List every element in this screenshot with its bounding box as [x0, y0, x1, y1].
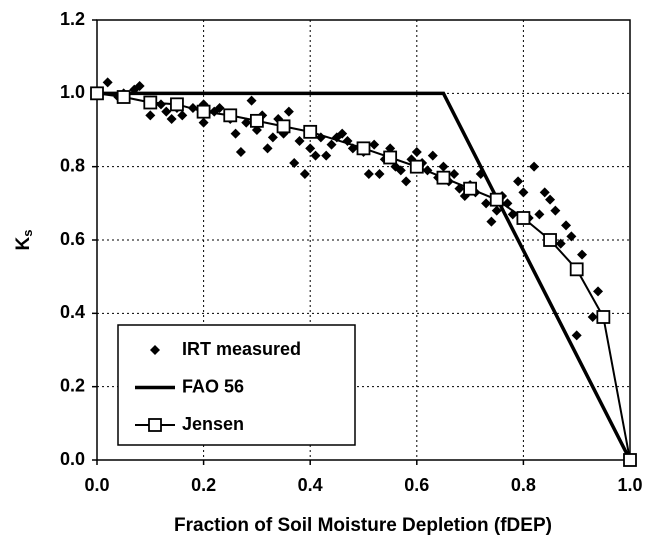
x-tick-label: 1.0 — [617, 475, 642, 495]
x-axis-title: Fraction of Soil Moisture Depletion (fDE… — [174, 515, 552, 536]
scatter-point — [401, 176, 412, 187]
y-tick-label: 1.2 — [60, 9, 85, 29]
y-axis-title-main: K — [13, 236, 34, 250]
scatter-point — [166, 114, 177, 124]
x-tick-label: 0.0 — [84, 475, 109, 495]
y-tick-label: 0.6 — [60, 229, 85, 249]
scatter-point — [395, 165, 406, 176]
line — [97, 91, 632, 461]
scatter-point — [235, 147, 246, 157]
scatter-point — [198, 117, 209, 128]
scatter-point — [262, 143, 273, 154]
scatter-point — [283, 106, 294, 117]
line-marker — [249, 113, 264, 128]
scatter-point — [289, 158, 300, 168]
scatter-point — [587, 312, 598, 322]
line-marker — [143, 95, 158, 110]
scatter-point — [246, 95, 257, 106]
scatter-point — [566, 231, 577, 242]
scatter-point — [481, 198, 492, 209]
scatter-point — [411, 147, 422, 157]
line-marker — [436, 170, 451, 185]
scatter-point — [214, 103, 225, 113]
plot-border — [96, 19, 631, 461]
line-marker — [596, 310, 611, 324]
line-marker — [623, 453, 637, 467]
line-marker — [170, 97, 184, 112]
line-marker — [90, 86, 104, 101]
line-marker — [356, 141, 371, 156]
y-tick-label: 0.2 — [60, 375, 85, 395]
line-marker — [569, 262, 584, 277]
line-marker — [116, 90, 131, 104]
scatter-point — [539, 187, 550, 198]
scatter-point — [529, 161, 540, 172]
scatter-point — [518, 187, 529, 198]
scatter-point — [299, 169, 310, 179]
scatter-point — [267, 132, 278, 143]
scatter-point — [438, 161, 449, 172]
y-tick-label: 0.0 — [60, 449, 85, 469]
y-tick-label: 1.0 — [60, 82, 85, 102]
y-axis-title: Ks — [13, 230, 35, 251]
scatter-point — [230, 128, 241, 139]
scatter-point — [305, 143, 316, 154]
scatter-point — [427, 150, 438, 161]
scatter-point — [534, 209, 545, 220]
scatter-point — [449, 169, 460, 179]
line-marker — [489, 192, 504, 207]
line-marker — [543, 233, 557, 247]
scatter-point — [363, 169, 374, 179]
line-marker — [223, 108, 238, 123]
legend-entry: FAO 56 — [182, 376, 244, 396]
scatter-point — [321, 150, 332, 161]
scatter-point — [593, 286, 604, 297]
x-tick-label: 0.4 — [298, 475, 323, 495]
legend-swatch — [150, 345, 160, 355]
line-marker — [516, 211, 531, 225]
y-tick-label: 0.8 — [60, 155, 85, 175]
scatter-point — [102, 77, 113, 88]
y-tick-label: 0.4 — [60, 302, 85, 322]
line-marker — [303, 124, 318, 139]
scatter-point — [145, 110, 156, 121]
line-marker — [276, 119, 291, 134]
legend: IRT measured FAO 56 Jensen — [117, 324, 356, 446]
x-tick-label: 0.6 — [404, 475, 429, 495]
line-marker — [196, 104, 211, 119]
legend-entry: IRT measured — [182, 339, 301, 359]
legend-swatch-marker — [148, 418, 162, 432]
scatter-point — [155, 99, 166, 110]
scatter-point — [491, 205, 502, 216]
scatter-point — [374, 169, 385, 179]
scatter-point — [310, 150, 321, 161]
x-tick-label: 0.8 — [511, 475, 536, 495]
line-marker — [463, 181, 478, 196]
line-marker — [383, 150, 398, 165]
scatter-point — [486, 216, 497, 227]
y-axis-title-subscript: s — [20, 230, 35, 237]
scatter-point — [134, 81, 145, 91]
scatter-point — [294, 136, 305, 146]
legend-entry: Jensen — [182, 414, 244, 434]
line-marker — [409, 159, 424, 174]
scatter-point — [177, 110, 188, 121]
scatter-point — [513, 176, 524, 187]
scatter-point — [561, 220, 572, 231]
scatter-point — [550, 205, 561, 216]
scatter-point — [337, 128, 348, 139]
scatter-point — [577, 249, 588, 260]
scatter-point — [369, 139, 380, 150]
x-tick-label: 0.2 — [191, 475, 216, 495]
scatter-point — [326, 139, 337, 150]
scatter-point — [571, 330, 582, 341]
scatter-point — [555, 238, 566, 249]
scatter-point — [161, 106, 172, 117]
scatter-point — [545, 194, 556, 205]
